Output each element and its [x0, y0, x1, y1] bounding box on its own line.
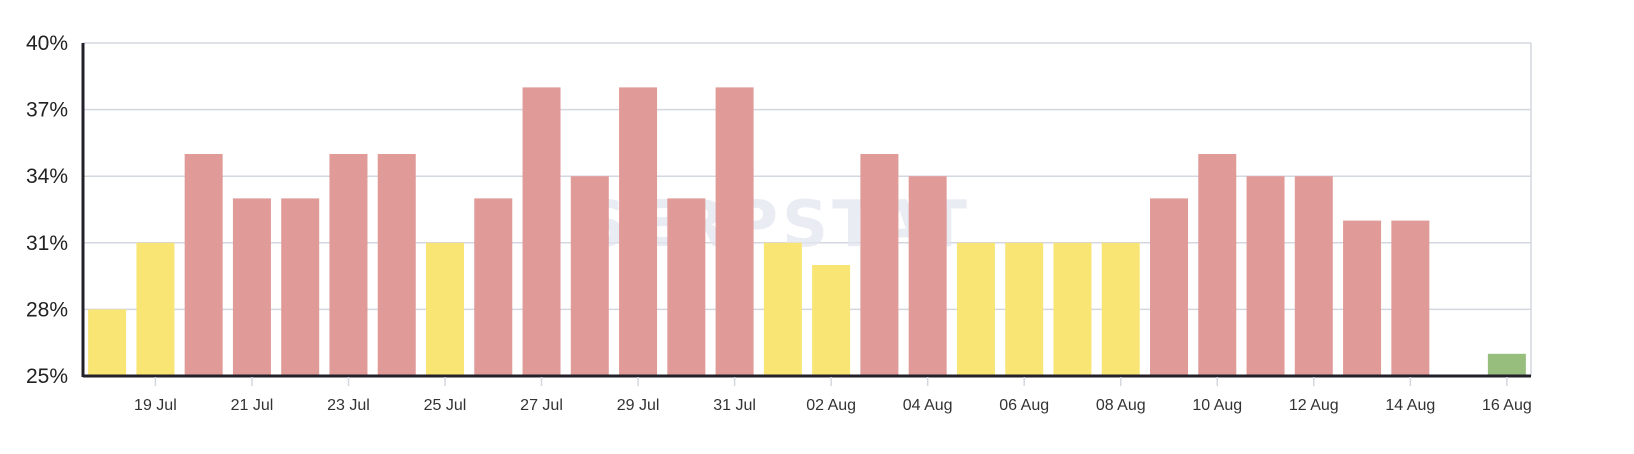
- bar[interactable]: [1246, 176, 1285, 376]
- bar[interactable]: [1053, 242, 1092, 376]
- bar[interactable]: [715, 87, 754, 377]
- bar[interactable]: [522, 87, 561, 377]
- bar[interactable]: [1391, 220, 1430, 376]
- x-tick-label: 16 Aug: [1482, 397, 1532, 414]
- bar[interactable]: [136, 242, 175, 376]
- bar[interactable]: [1343, 220, 1382, 376]
- x-tick-label: 25 Jul: [424, 397, 467, 414]
- bars: [88, 87, 1526, 377]
- bar[interactable]: [956, 242, 995, 376]
- bar[interactable]: [1150, 198, 1188, 376]
- bar[interactable]: [474, 198, 513, 376]
- x-tick-label: 21 Jul: [231, 397, 274, 414]
- bar[interactable]: [184, 154, 223, 376]
- bar[interactable]: [619, 87, 658, 377]
- bar[interactable]: [329, 154, 368, 376]
- y-tick-label: 37%: [26, 99, 68, 122]
- y-tick-label: 28%: [26, 298, 68, 321]
- y-tick-label: 31%: [26, 232, 68, 255]
- bar[interactable]: [667, 198, 706, 376]
- bar[interactable]: [860, 154, 899, 376]
- bar[interactable]: [88, 309, 127, 376]
- x-tick-label: 27 Jul: [520, 397, 563, 414]
- y-axis-ticks: 25% 28% 31% 34% 37% 40%: [26, 32, 68, 388]
- x-tick-label: 10 Aug: [1192, 397, 1242, 414]
- x-tick-label: 19 Jul: [134, 397, 177, 414]
- bar[interactable]: [1005, 242, 1044, 376]
- bar[interactable]: [812, 265, 851, 376]
- y-tick-label: 40%: [26, 32, 68, 55]
- bar[interactable]: [1101, 242, 1140, 376]
- axes: [81, 43, 1531, 378]
- x-axis-ticks: 19 Jul 21 Jul 23 Jul 25 Jul 27 Jul 29 Jul 31 J…: [134, 377, 1532, 414]
- bar[interactable]: [377, 154, 416, 376]
- bar[interactable]: [232, 198, 271, 376]
- bar[interactable]: [763, 242, 802, 376]
- bar[interactable]: [908, 176, 947, 376]
- y-tick-label: 25%: [26, 365, 68, 388]
- bar[interactable]: [570, 176, 609, 376]
- bar[interactable]: [426, 242, 464, 376]
- x-tick-label: 23 Jul: [327, 397, 370, 414]
- x-tick-label: 08 Aug: [1096, 397, 1146, 414]
- x-tick-label: 06 Aug: [999, 397, 1049, 414]
- bar[interactable]: [1198, 154, 1237, 376]
- x-tick-label: 04 Aug: [903, 397, 953, 414]
- bar[interactable]: [281, 198, 320, 376]
- x-tick-label: 02 Aug: [806, 397, 856, 414]
- x-tick-label: 12 Aug: [1289, 397, 1339, 414]
- x-tick-label: 29 Jul: [617, 397, 660, 414]
- y-tick-label: 34%: [26, 165, 68, 188]
- bar[interactable]: [1294, 176, 1333, 376]
- x-tick-label: 31 Jul: [713, 397, 756, 414]
- x-tick-label: 14 Aug: [1385, 397, 1435, 414]
- bar[interactable]: [1487, 353, 1526, 376]
